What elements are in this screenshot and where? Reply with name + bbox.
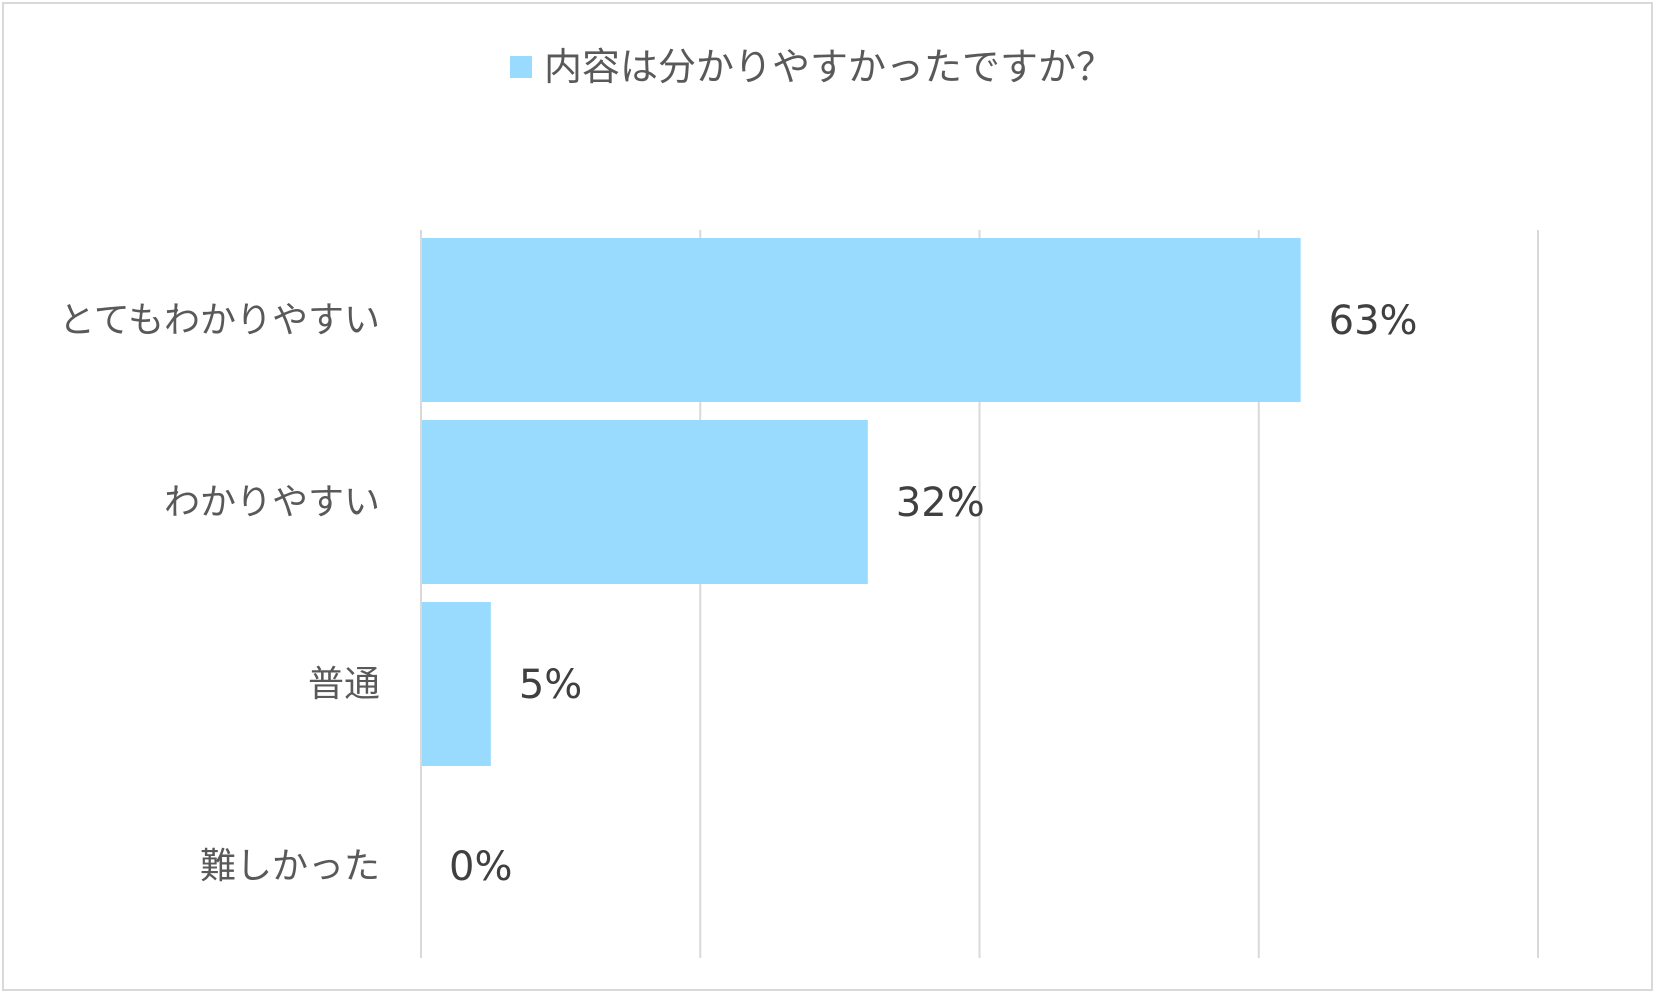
bar-2 — [422, 420, 868, 584]
category-label-3: 普通 — [308, 664, 380, 705]
bars — [422, 238, 1301, 766]
data-label-2: 32% — [896, 480, 985, 526]
bar-1 — [422, 238, 1301, 402]
legend-swatch — [510, 56, 532, 78]
data-label-4: 0% — [449, 844, 512, 890]
category-label-4: 難しかった — [200, 846, 380, 887]
category-label-1: とてもわかりやすい — [59, 300, 380, 341]
data-label-3: 5% — [519, 662, 582, 708]
legend: 内容は分かりやすかったですか？ — [510, 45, 1114, 89]
legend-label: 内容は分かりやすかったですか？ — [544, 45, 1114, 89]
data-labels: 63% 32% 5% 0% — [449, 298, 1418, 890]
data-label-1: 63% — [1329, 298, 1418, 344]
bar-3 — [422, 602, 491, 766]
category-label-2: わかりやすい — [164, 482, 380, 523]
